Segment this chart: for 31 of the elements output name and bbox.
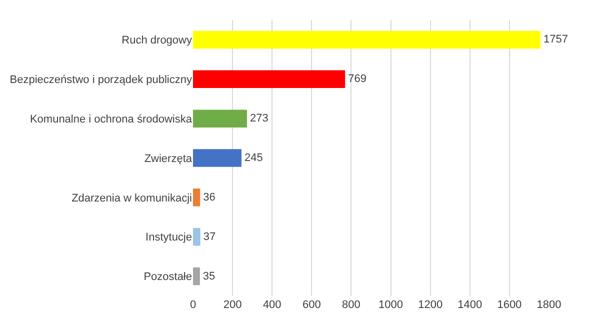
x-tick-label: 0 [190,299,196,311]
x-tick-label: 1400 [458,299,482,311]
y-tick-label: Pozostałe [144,271,192,284]
data-label: 245 [244,152,263,164]
bar [193,70,346,88]
x-tick-label: 1000 [378,299,404,311]
x-tick-label: 200 [223,299,242,311]
bar [193,267,200,286]
data-label: 273 [250,112,268,125]
y-tick-label: Bezpieczeństwo i porządek publiczny [10,74,192,86]
data-label: 769 [348,73,366,86]
data-label: 35 [202,270,216,282]
x-tick-label: 400 [262,299,282,311]
x-tick-label: 800 [342,299,360,311]
data-label: 36 [203,191,216,204]
y-tick-label: Komunalne i ochrona środowiska [30,113,193,126]
bar [193,110,247,128]
y-tick-label: Zwierzęta [144,152,193,165]
y-tick-label: Zdarzenia w komunikacji [72,192,192,204]
x-tick-label: 1600 [497,299,522,311]
data-label: 37 [203,230,216,243]
x-tick-label: 600 [302,299,321,311]
bar [193,30,540,49]
bar [193,149,242,167]
x-tick-label: 1200 [418,299,443,311]
bar [193,228,200,246]
y-tick-label: Ruch drogowy [122,34,192,47]
bar [193,188,200,206]
y-tick-label: Instytucje [146,232,192,244]
data-label: 1757 [544,34,568,46]
x-tick-label: 1800 [536,299,562,311]
